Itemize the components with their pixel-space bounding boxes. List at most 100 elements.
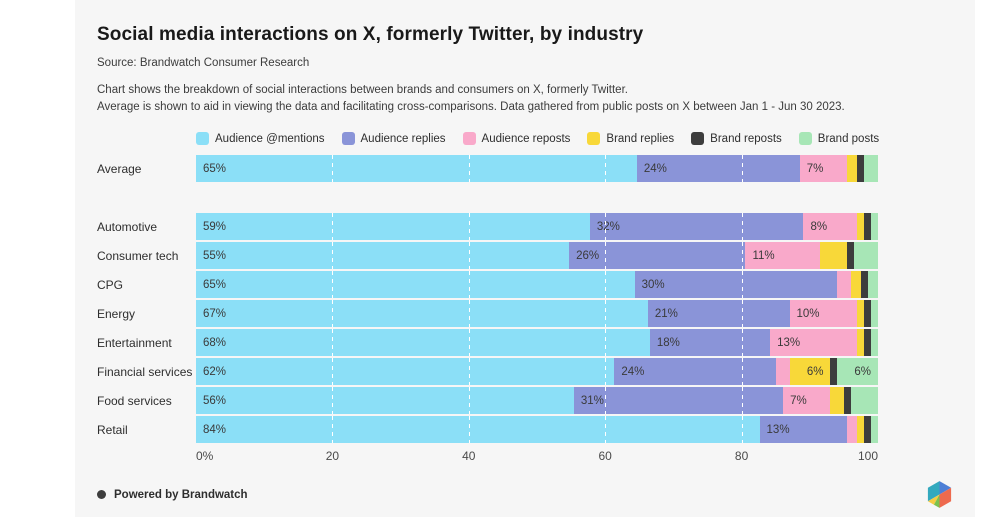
bar-segment <box>830 387 844 414</box>
gridline <box>332 329 334 356</box>
gridline <box>468 329 470 356</box>
bar-segment: 84% <box>196 416 760 443</box>
legend-item: Audience reposts <box>462 132 570 145</box>
gridline <box>468 416 470 443</box>
gridline <box>332 358 334 385</box>
bar-segment <box>776 358 790 385</box>
category-label: Consumer tech <box>97 248 179 263</box>
gridline <box>332 300 334 327</box>
stacked-bar: 59% 32% 8% <box>196 213 878 240</box>
gridline <box>605 387 607 414</box>
legend-item: Audience @mentions <box>196 132 325 145</box>
stacked-bar: 65% 24% 7% <box>196 155 879 182</box>
chart-description-line1: Chart shows the breakdown of social inte… <box>97 84 628 96</box>
bar-segment <box>864 329 871 356</box>
bar-segment <box>847 242 855 269</box>
chart-row: Energy 67% 21% 10% <box>97 300 953 327</box>
bar-segment: 13% <box>770 329 857 356</box>
bar-segment: 67% <box>196 300 648 327</box>
category-label: Food services <box>97 393 172 408</box>
bar-segment <box>863 213 871 240</box>
bar-segment: 62% <box>196 358 615 385</box>
bar-segment: 31% <box>573 387 784 414</box>
category-label: Entertainment <box>97 335 172 350</box>
bar-segment: 65% <box>196 155 637 182</box>
gridline <box>741 300 743 327</box>
category-label: Energy <box>97 306 136 321</box>
x-axis-tick-label: 60 <box>598 449 612 463</box>
dot-icon <box>97 490 106 499</box>
category-label: CPG <box>97 277 124 292</box>
chart-row: Average 65% 24% 7% <box>97 155 953 182</box>
bar-segment <box>871 416 879 443</box>
gridline <box>468 213 470 240</box>
brandwatch-logo-icon <box>927 481 952 508</box>
gridline <box>332 416 334 443</box>
chart-source: Source: Brandwatch Consumer Research <box>97 57 310 69</box>
gridline <box>468 155 470 182</box>
stacked-bar: 65% 30% <box>196 271 878 298</box>
x-axis-tick-label: 40 <box>462 449 476 463</box>
bar-segment <box>870 213 878 240</box>
stacked-bar: 67% 21% 10% <box>196 300 878 327</box>
bar-segment: 7% <box>783 387 831 414</box>
category-label: Average <box>97 161 142 176</box>
bar-segment: 6% <box>789 358 831 385</box>
bar-segment: 24% <box>636 155 800 182</box>
legend-item-label: Brand reposts <box>710 132 782 145</box>
gridline <box>741 416 743 443</box>
stacked-bar: 84% 13% <box>196 416 879 443</box>
chart-description-line2: Average is shown to aid in viewing the d… <box>97 100 845 113</box>
chart-row: Food services 56% 31% 7% <box>97 387 953 414</box>
gridline <box>332 242 334 269</box>
category-label: Retail <box>97 422 128 437</box>
gridline <box>332 271 334 298</box>
powered-by-label: Powered by Brandwatch <box>114 488 248 501</box>
legend-item-label: Brand posts <box>817 132 880 145</box>
legend-swatch-icon <box>587 132 601 145</box>
x-axis: 0% 20 40 60 80 100 <box>196 449 878 464</box>
gridline <box>605 358 607 385</box>
gridline <box>741 358 743 385</box>
gridline <box>468 358 470 385</box>
bar-segment <box>854 242 878 269</box>
bar-segment: 21% <box>647 300 790 327</box>
footer: Powered by Brandwatch <box>97 480 953 509</box>
bar-segment: 68% <box>196 329 650 356</box>
bar-segment: 18% <box>649 329 771 356</box>
legend-item-label: Brand replies <box>606 132 675 145</box>
legend-swatch-icon <box>691 132 705 145</box>
stacked-bar: 55% 26% 11% <box>196 242 878 269</box>
stacked-bar: 62% 24% 6% 6% <box>196 358 878 385</box>
gridline <box>741 329 743 356</box>
x-axis-tick-label: 80 <box>734 449 749 463</box>
bar-segment <box>857 329 864 356</box>
bar-segment <box>843 387 851 414</box>
legend-item: Brand reposts <box>691 132 782 145</box>
gridline <box>468 300 470 327</box>
chart-row: Automotive 59% 32% 8% <box>97 213 953 240</box>
chart-row: Retail 84% 13% <box>97 416 953 443</box>
gridline <box>468 242 470 269</box>
chart-row: Consumer tech 55% 26% 11% <box>97 242 953 269</box>
chart-description: Chart shows the breakdown of social inte… <box>97 82 953 115</box>
bar-segment <box>820 242 848 269</box>
bar-segment: 59% <box>196 213 590 240</box>
legend-item: Brand posts <box>798 132 880 145</box>
bar-segment: 26% <box>569 242 746 269</box>
gridline <box>468 387 470 414</box>
gridline <box>605 213 607 240</box>
bar-segment <box>864 416 872 443</box>
chart-row: CPG 65% 30% <box>97 271 953 298</box>
legend: Audience @mentions Audience replies Audien… <box>196 132 953 145</box>
bar-segment <box>871 329 878 356</box>
gridline <box>332 213 334 240</box>
bar-segment: 8% <box>803 213 857 240</box>
legend-swatch-icon <box>196 132 209 145</box>
gridline <box>605 300 607 327</box>
bar-segment: 56% <box>196 387 574 414</box>
chart-card: Social media interactions on X, formerly… <box>75 0 975 517</box>
bar-segment <box>857 300 864 327</box>
bar-segment: 24% <box>614 358 777 385</box>
legend-item: Brand replies <box>587 132 674 145</box>
